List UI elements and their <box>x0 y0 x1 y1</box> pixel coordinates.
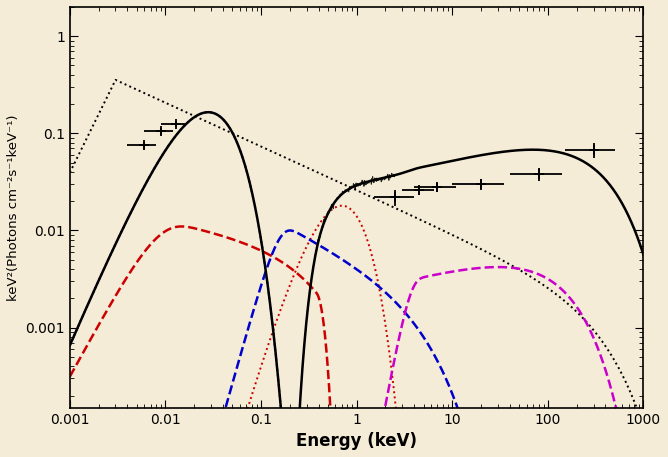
X-axis label: Energy (keV): Energy (keV) <box>296 432 418 450</box>
Y-axis label: keV²(Photons cm⁻²s⁻¹keV⁻¹): keV²(Photons cm⁻²s⁻¹keV⁻¹) <box>7 114 20 301</box>
